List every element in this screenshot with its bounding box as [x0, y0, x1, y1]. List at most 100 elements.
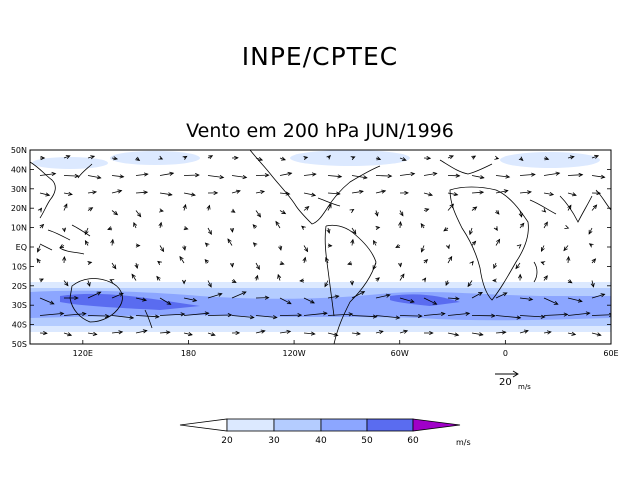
wind-vector-head	[423, 258, 429, 264]
wind-vector-head	[143, 172, 149, 177]
wind-vector-head	[515, 264, 520, 270]
wind-vector-head	[219, 174, 225, 180]
wind-vector-head	[471, 240, 477, 246]
wind-vector	[588, 227, 593, 235]
colorbar-seg-3	[320, 418, 368, 432]
wind-vector-head	[104, 313, 110, 319]
wind-vector	[179, 256, 185, 264]
shade-band-50b	[390, 294, 460, 306]
wind-vector-head	[311, 172, 317, 177]
wind-vector-head	[195, 173, 200, 178]
wind-vector-head	[182, 203, 187, 209]
wind-vector	[591, 204, 597, 211]
wind-vector	[541, 245, 545, 252]
wind-vector-head	[279, 261, 285, 266]
wind-vector-head	[51, 171, 57, 177]
wind-vector	[399, 221, 401, 229]
wind-vector-head	[409, 299, 415, 303]
wind-vector	[495, 292, 507, 299]
wind-vector-head	[478, 292, 483, 296]
wind-vector-head	[400, 273, 405, 279]
wind-vector-head	[571, 192, 577, 197]
shade-patch-n1	[110, 151, 200, 165]
wind-vector-head	[260, 329, 266, 334]
wind-vector-head	[594, 154, 600, 159]
wind-vector-head	[113, 210, 119, 216]
wind-vector	[515, 262, 521, 269]
wind-vector-head	[553, 301, 559, 305]
wind-vector	[231, 315, 254, 318]
wind-vector-head	[297, 313, 303, 318]
wind-vector	[519, 223, 525, 229]
wind-vector-head	[182, 155, 188, 160]
wind-vector	[469, 227, 473, 235]
wind-vector-head	[96, 291, 102, 296]
wind-vector-head	[600, 174, 606, 179]
wind-vector-head	[493, 226, 498, 232]
wind-vector-head	[217, 292, 223, 297]
wind-vector-head	[258, 157, 264, 161]
wind-vector-head	[264, 173, 270, 178]
wind-vector-head	[112, 264, 117, 270]
wind-vector-head	[204, 258, 209, 264]
colorbar-low-triangle	[179, 418, 228, 432]
wind-vector	[207, 332, 216, 336]
wind-vector-head	[39, 278, 44, 283]
wind-vector-head	[375, 225, 381, 231]
wind-vector-head	[92, 190, 98, 195]
wind-vector	[471, 206, 477, 211]
wind-vector	[111, 315, 134, 319]
wind-vector-head	[449, 203, 455, 209]
wind-vector-head	[160, 247, 165, 253]
wind-vector-head	[544, 156, 550, 161]
wind-vector	[159, 172, 174, 176]
wind-vector-head	[118, 292, 124, 297]
wind-vector-head	[192, 297, 198, 302]
wind-vector-head	[327, 203, 332, 209]
colorbar-high-triangle	[412, 418, 461, 432]
wind-vector	[275, 221, 281, 229]
wind-vector-head	[255, 265, 260, 271]
wind-vector	[447, 332, 459, 336]
wind-vector-head	[254, 274, 259, 280]
wind-vector-head	[387, 173, 393, 179]
wind-vector-head	[61, 227, 67, 233]
wind-vector-head	[563, 246, 568, 252]
wind-vector-head	[516, 315, 522, 320]
wind-vector-head	[360, 291, 366, 296]
wind-vector	[399, 157, 407, 161]
wind-vector-head	[204, 242, 210, 247]
wind-vector	[351, 190, 364, 194]
wind-vector-head	[96, 175, 102, 180]
wind-vector	[279, 297, 292, 305]
wind-vector-head	[158, 221, 163, 227]
wind-vector	[375, 210, 378, 217]
wind-vector	[563, 245, 569, 251]
wind-vector-head	[596, 191, 602, 196]
colorbar-label-60: 60	[407, 436, 419, 446]
lon-label: 60W	[391, 349, 409, 358]
wind-vector-head	[546, 330, 552, 335]
wind-speed-shading	[30, 150, 611, 332]
wind-vector	[375, 330, 383, 334]
wind-vector	[519, 330, 529, 334]
wind-vector	[567, 297, 582, 302]
wind-vector-head	[335, 191, 341, 196]
wind-vector	[399, 297, 415, 303]
wind-vector	[87, 191, 97, 194]
wind-vector-head	[310, 331, 316, 336]
wind-vector	[327, 175, 342, 178]
wind-vector-head	[165, 330, 171, 335]
wind-vector-head	[600, 293, 606, 298]
wind-vector	[207, 280, 212, 288]
wind-vector-head	[385, 293, 391, 298]
wind-vector	[63, 280, 69, 286]
wind-vector	[63, 175, 79, 177]
wind-vector-head	[376, 156, 382, 161]
wind-vector-head	[156, 275, 161, 281]
wind-vector	[591, 280, 594, 287]
wind-vector	[543, 314, 568, 316]
wind-vector	[591, 314, 611, 316]
wind-vector-head	[182, 246, 187, 251]
wind-vector-head	[356, 331, 361, 336]
